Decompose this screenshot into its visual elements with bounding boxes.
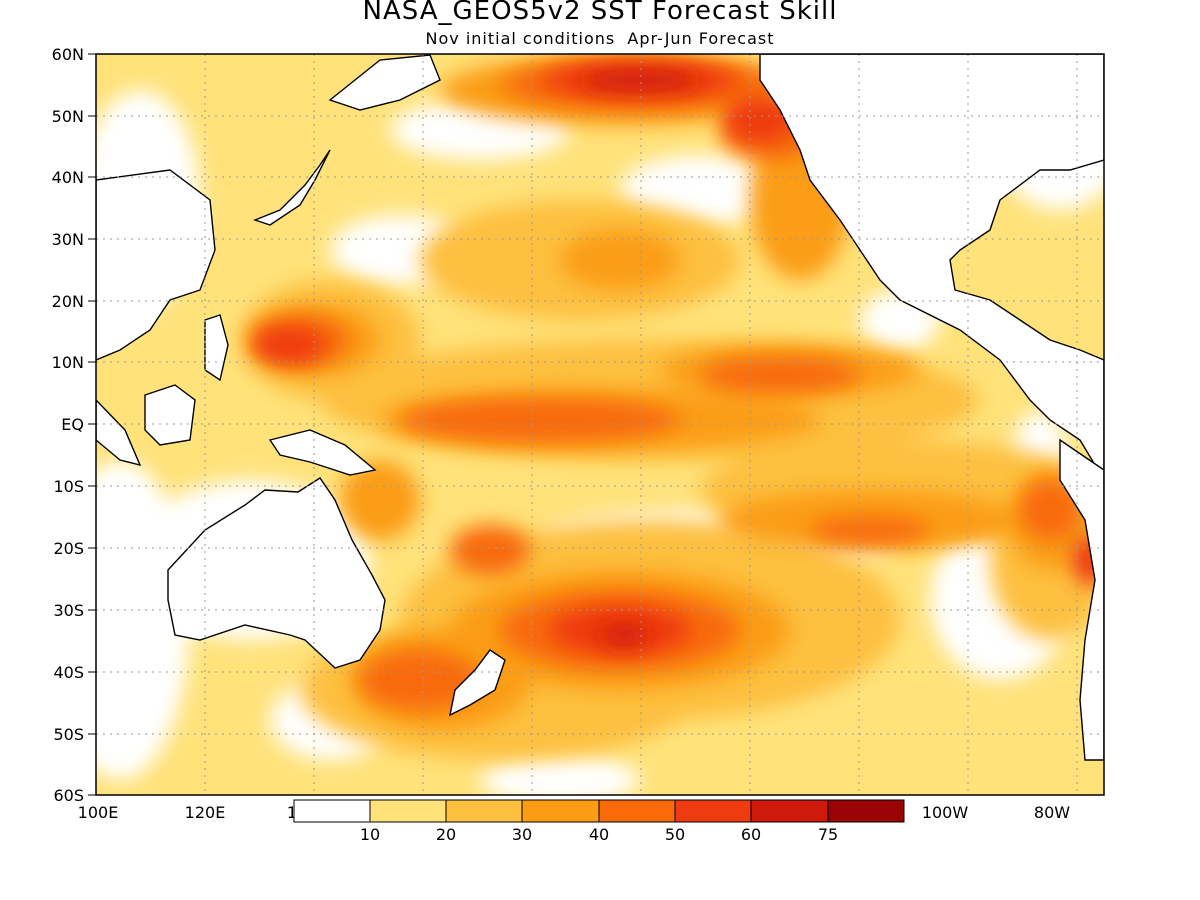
color-legend: 10 20 30 40 50 60 75 <box>293 799 905 844</box>
legend-label-40: 40 <box>589 825 609 844</box>
legend-label-50: 50 <box>665 825 685 844</box>
sumatra <box>96 398 142 467</box>
legend-swatch-5 <box>674 799 752 823</box>
lat-label-40n: 40N <box>52 168 84 187</box>
north-america <box>759 54 1104 482</box>
legend-swatch-4 <box>598 799 676 823</box>
borneo <box>144 384 196 446</box>
graticule <box>96 54 1104 795</box>
lon-label-120e: 120E <box>185 803 226 822</box>
legend-swatch-0 <box>293 799 371 823</box>
lat-axis: 60N 50N 40N 30N 20N 10N EQ 10S 20S 30S 4… <box>52 45 96 805</box>
lon-label-100e: 100E <box>78 803 119 822</box>
legend-swatch-3 <box>521 799 600 823</box>
legend-swatch-6 <box>750 799 829 823</box>
lat-label-60s: 60S <box>53 786 84 805</box>
lat-label-10s: 10S <box>53 477 84 496</box>
legend-label-10: 10 <box>360 825 380 844</box>
lon-label-partial: 1 <box>287 803 297 822</box>
kamchatka <box>328 54 441 111</box>
lat-label-30s: 30S <box>53 601 84 620</box>
asia-mainland <box>96 169 216 361</box>
legend-swatch-1 <box>369 799 447 823</box>
skill-field <box>96 54 1104 795</box>
lat-label-50n: 50N <box>52 107 84 126</box>
lat-label-20s: 20S <box>53 539 84 558</box>
lat-label-30n: 30N <box>52 230 84 249</box>
lat-label-60n: 60N <box>52 45 84 64</box>
lon-label-100w: 100W <box>922 803 969 822</box>
australia <box>167 477 386 669</box>
legend-swatch-2 <box>445 799 523 823</box>
legend-label-60: 60 <box>741 825 761 844</box>
japan <box>252 149 331 226</box>
lat-label-10n: 10N <box>52 353 84 372</box>
lat-label-20n: 20N <box>52 292 84 311</box>
map-subtitle: Nov initial conditions Apr-Jun Forecast <box>425 29 775 48</box>
legend-label-75: 75 <box>818 825 838 844</box>
south-america <box>1059 438 1104 761</box>
lat-label-40s: 40S <box>53 663 84 682</box>
land-masses <box>96 54 1104 761</box>
lon-axis: 100E 120E 1 100W 80W <box>78 803 1071 822</box>
legend-label-30: 30 <box>512 825 532 844</box>
lat-label-eq: EQ <box>61 415 84 434</box>
lon-label-80w: 80W <box>1034 803 1070 822</box>
legend-swatch-7 <box>827 799 905 823</box>
new-zealand <box>449 649 506 717</box>
new-guinea <box>268 429 377 476</box>
legend-label-20: 20 <box>436 825 456 844</box>
map-title: NASA_GEOS5v2 SST Forecast Skill <box>362 0 838 26</box>
skill-fill-60 <box>580 70 700 645</box>
lat-label-50s: 50S <box>53 725 84 744</box>
